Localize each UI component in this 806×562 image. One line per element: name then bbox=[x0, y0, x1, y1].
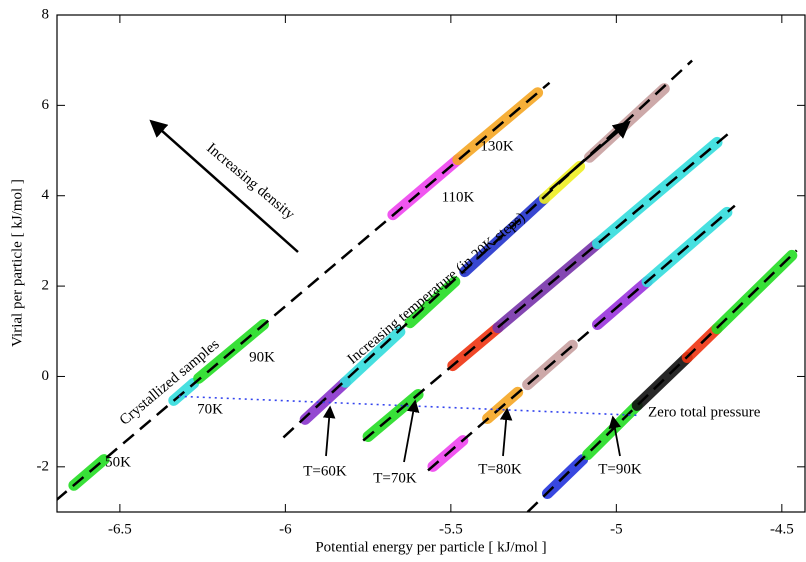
fit-line bbox=[57, 81, 551, 502]
y-tick-label: 8 bbox=[42, 6, 50, 22]
arrow bbox=[149, 119, 299, 253]
sample-cloud bbox=[492, 238, 603, 334]
x-tick-label: -4.5 bbox=[770, 521, 794, 537]
fit-line bbox=[526, 249, 798, 512]
x-axis-label: Potential energy per particle [ kJ/mol ] bbox=[315, 539, 546, 555]
fit-line bbox=[427, 204, 736, 472]
arrow bbox=[608, 415, 622, 457]
sample-cloud bbox=[339, 326, 406, 388]
y-tick-label: 0 bbox=[42, 368, 50, 384]
y-axis-label: Virial per particle [ kJ/mol ] bbox=[9, 179, 25, 347]
y-tick-label: 6 bbox=[42, 97, 50, 113]
annotation: T=60K bbox=[303, 463, 347, 479]
annotation: Increasing temperature (in 20K steps) bbox=[345, 210, 529, 368]
sample-cloud bbox=[539, 160, 586, 204]
annotation: T=80K bbox=[478, 461, 522, 477]
annotation: T=90K bbox=[598, 461, 642, 477]
arrow bbox=[322, 405, 336, 457]
arrow bbox=[499, 407, 513, 457]
annotation: 130K bbox=[480, 138, 514, 154]
annotation: 70K bbox=[197, 401, 223, 417]
x-tick-label: -5.5 bbox=[439, 521, 463, 537]
arrow bbox=[549, 120, 631, 191]
annotation: Zero total pressure bbox=[648, 404, 761, 420]
sample-cloud bbox=[299, 376, 351, 425]
annotation: 110K bbox=[442, 189, 475, 205]
sample-cloud bbox=[592, 276, 653, 330]
x-tick-label: -6 bbox=[279, 521, 292, 537]
annotation: 90K bbox=[249, 349, 275, 365]
y-tick-label: -2 bbox=[37, 458, 50, 474]
y-tick-label: 4 bbox=[42, 187, 50, 203]
x-tick-label: -5 bbox=[610, 521, 623, 537]
x-tick-label: -6.5 bbox=[108, 521, 132, 537]
annotation: 50K bbox=[105, 454, 131, 470]
sample-cloud bbox=[404, 276, 461, 329]
plot-frame bbox=[56, 14, 806, 513]
fit-line bbox=[362, 129, 733, 442]
annotation: T=70K bbox=[373, 470, 417, 486]
y-tick-label: 2 bbox=[42, 278, 50, 294]
arrow bbox=[403, 399, 420, 463]
